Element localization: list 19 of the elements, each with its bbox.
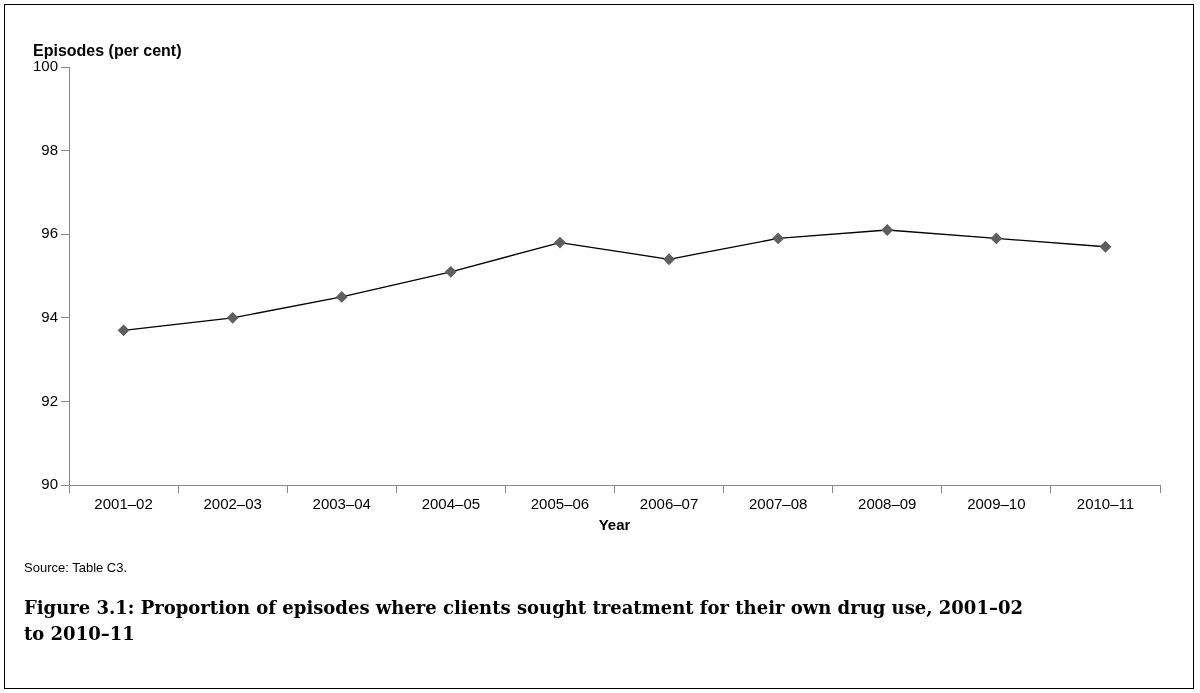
y-tick-label: 94 bbox=[41, 307, 59, 325]
text: Figure 3.1: Proportion of episodes where clients sought treatment for their own drug use, 2001–02 to 2010–11 bbox=[24, 596, 1024, 646]
x-tick-label: 2008–09 bbox=[858, 495, 917, 513]
y-tick-label: 96 bbox=[41, 224, 59, 242]
x-tick-label: 2009–10 bbox=[967, 495, 1026, 513]
y-tick-label: 98 bbox=[41, 140, 59, 158]
x-tick-label: 2005–06 bbox=[530, 495, 590, 513]
x-tick-label: 2001–02 bbox=[94, 495, 153, 513]
x-tick-label: 2002–03 bbox=[203, 495, 262, 513]
y-axis-title: Episodes (per cent) bbox=[33, 42, 182, 60]
x-axis-title: Year bbox=[598, 516, 631, 534]
y-tick-label: 90 bbox=[41, 475, 59, 493]
x-tick-label: 2007–08 bbox=[748, 495, 808, 513]
y-tick-label: 92 bbox=[41, 391, 59, 409]
x-tick-label: 2010–11 bbox=[1076, 495, 1135, 513]
source-note: Source: Table C3. bbox=[24, 560, 128, 575]
x-tick-label: 2006–07 bbox=[639, 495, 699, 513]
x-tick-label: 2004–05 bbox=[421, 495, 481, 513]
x-tick-label: 2003–04 bbox=[312, 495, 371, 513]
